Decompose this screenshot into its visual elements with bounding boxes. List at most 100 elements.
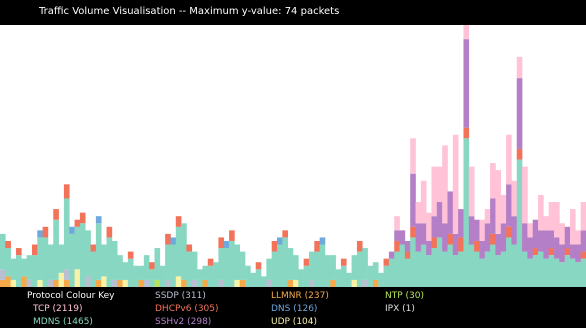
bar-segment-sshv2 (415, 223, 422, 252)
bar-segment-dhcpv6 (63, 184, 70, 199)
bar-segment-tcp (479, 219, 486, 241)
legend-item-udp: UDP (104) (271, 317, 318, 327)
bar-segment-tcp (436, 166, 443, 203)
bar-segment-udp (351, 279, 358, 287)
bar-segment-dhcpv6 (207, 258, 214, 266)
bar-segment-mdns (85, 230, 91, 277)
bar-segment-dhcpv6 (271, 240, 278, 252)
bar-segment-ssdp (308, 279, 315, 287)
bar-segment-dhcpv6 (255, 262, 262, 270)
bar-segment-mdns (58, 244, 65, 273)
bar-segment-llmnr (138, 279, 145, 287)
bar-segment-mdns (202, 265, 209, 280)
bar-segment-tcp (538, 194, 544, 231)
bar-segment-dhcpv6 (474, 240, 480, 252)
bar-segment-mdns (10, 258, 17, 280)
bar-segment-sshv2 (479, 240, 486, 259)
traffic-chart (0, 25, 586, 287)
bar-segment-mdns (149, 269, 155, 287)
bar-segment-llmnr (53, 279, 59, 287)
bar-segment-sshv2 (484, 223, 491, 252)
bar-segment-udp (74, 269, 81, 287)
bar-segment-mdns (378, 272, 384, 287)
bar-segment-sshv2 (554, 237, 560, 259)
bar-segment-mdns (207, 265, 214, 287)
bar-segment-tcp (415, 202, 422, 224)
bar-segment-mdns (522, 251, 528, 287)
bar-segment-mdns (271, 251, 278, 287)
bar-segment-mdns (138, 265, 145, 280)
bar-segment-ssdp (26, 279, 33, 287)
bar-segment-tcp (570, 209, 576, 245)
bar-segment-dhcpv6 (340, 258, 347, 266)
bar-segment-sshv2 (516, 78, 523, 149)
bar-segment-dns (69, 226, 75, 234)
legend-item-dns: DNS (126) (271, 304, 318, 314)
bar-segment-mdns (165, 244, 171, 280)
bar-segment-mdns (442, 251, 448, 287)
bar-segment-sshv2 (570, 244, 576, 259)
legend-item-mdns: MDNS (1465) (33, 317, 93, 327)
bar-segment-mdns (548, 255, 555, 287)
bar-segment-dhcpv6 (303, 258, 310, 266)
bar-segment-mdns (159, 265, 166, 287)
bar-segment-mdns (506, 237, 512, 287)
bar-segment-mdns (42, 237, 49, 287)
bar-segment-mdns (101, 244, 107, 277)
bar-segment-dhcpv6 (218, 237, 225, 249)
bar-segment-mdns (37, 237, 43, 280)
bar-segment-mdns (447, 244, 454, 287)
bar-segment-mdns (117, 255, 123, 280)
bar-segment-ssdp (111, 279, 118, 287)
bar-segment-mdns (266, 258, 272, 280)
bar-segment-ssdp (191, 279, 198, 287)
bar-segment-sshv2 (527, 237, 534, 259)
bar-segment-dhcpv6 (90, 244, 97, 252)
bar-segment-mdns (340, 265, 347, 287)
bar-segment-ntp (154, 279, 161, 287)
legend-item-ntp: NTP (30) (385, 291, 424, 301)
bar-segment-mdns (500, 251, 507, 287)
bar-segment-ssdp (362, 279, 368, 287)
bar-segment-llmnr (287, 279, 294, 287)
bar-segment-tcp (490, 163, 496, 199)
bar-segment-mdns (351, 255, 358, 280)
bar-segment-mdns (223, 248, 230, 287)
bar-segment-tcp (442, 145, 448, 224)
bar-segment-ssdp (218, 279, 225, 287)
bar-segment-mdns (431, 248, 438, 287)
bar-segment-mdns (372, 262, 379, 280)
bar-segment-mdns (538, 251, 544, 287)
bar-segment-dhcpv6 (186, 244, 193, 252)
bar-segment-mdns (293, 255, 299, 280)
legend-item-tcp: TCP (2119) (33, 304, 83, 314)
bar-segment-tcp (484, 209, 491, 224)
bar-segment-sshv2 (543, 230, 550, 259)
bar-segment-dhcpv6 (53, 209, 59, 220)
bar-segment-mdns (69, 233, 75, 287)
bar-segment-mdns (554, 258, 560, 287)
bar-segment-llmnr (0, 279, 6, 287)
bar-segment-mdns (367, 265, 374, 287)
bar-segment-sshv2 (452, 233, 459, 256)
bar-segment-dhcpv6 (580, 251, 586, 259)
bar-segment-tcp (554, 202, 560, 238)
bar-segment-dns (170, 237, 177, 245)
bar-segment-udp (122, 279, 129, 287)
bar-segment-tcp (463, 25, 470, 40)
legend-item-dhcpv6: DHCPv6 (305) (155, 304, 219, 314)
bar-segment-udp (101, 276, 107, 287)
bar-segment-mdns (170, 244, 177, 287)
bar-segment-dhcpv6 (532, 248, 539, 256)
bar-segment-mdns (191, 251, 198, 280)
bar-segment-tcp (575, 230, 581, 245)
bar-segment-ssdp (143, 279, 150, 287)
bar-segment-udp (234, 279, 241, 287)
bar-segment-tcp (543, 216, 550, 231)
bar-segment-tcp (580, 202, 586, 231)
bar-segment-mdns (175, 226, 182, 277)
bar-segment-sshv2 (420, 223, 427, 245)
bar-segment-sshv2 (564, 226, 571, 249)
bar-segment-ssdp (63, 269, 70, 280)
bar-segment-mdns (143, 255, 150, 280)
